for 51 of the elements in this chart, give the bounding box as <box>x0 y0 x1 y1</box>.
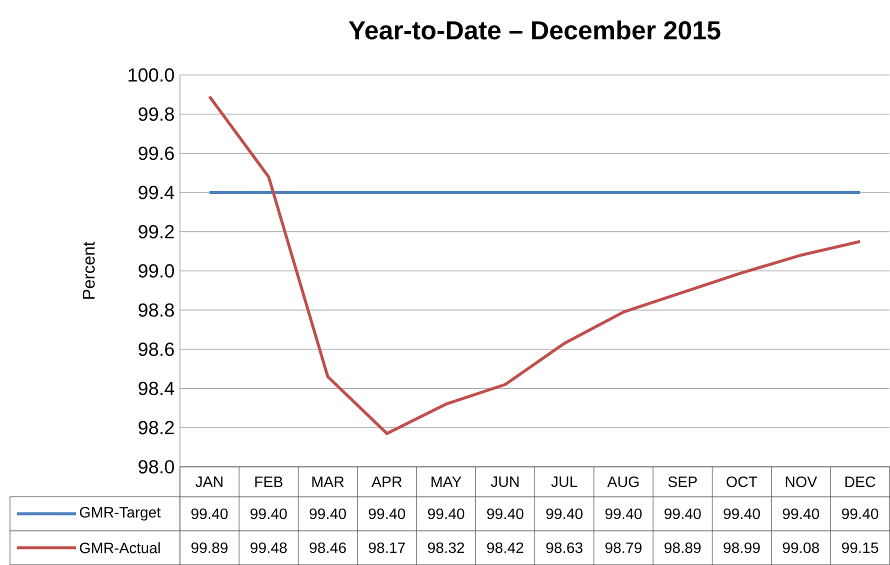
x-tick-label: OCT <box>726 476 758 488</box>
data-label: 98.89 <box>664 542 701 554</box>
data-label: 99.40 <box>782 508 820 520</box>
y-tick-label: 99.0 <box>138 264 174 278</box>
x-tick-label: SEP <box>668 476 697 488</box>
data-label: 99.40 <box>191 508 228 520</box>
data-label: 98.42 <box>487 542 524 554</box>
y-axis-title: Percent <box>82 242 95 299</box>
data-label: 99.89 <box>191 542 228 554</box>
y-tick-label: 99.4 <box>138 186 174 200</box>
data-label: 99.08 <box>782 542 819 554</box>
x-tick-label: AUG <box>607 476 639 488</box>
x-tick-label: MAR <box>312 476 344 487</box>
y-tick-label: 98.0 <box>138 460 174 474</box>
x-tick-label: JAN <box>196 476 222 487</box>
x-tick-label: JUL <box>551 476 578 487</box>
x-tick-label: FEB <box>255 476 282 487</box>
data-label: 98.46 <box>310 542 346 554</box>
x-tick-label: JUN <box>490 476 519 487</box>
data-label: 99.40 <box>250 508 287 520</box>
y-tick-label: 98.6 <box>138 342 174 356</box>
data-label: 99.40 <box>487 508 524 520</box>
data-label: 98.17 <box>368 542 405 554</box>
x-tick-label: NOV <box>786 476 818 488</box>
data-label: 99.40 <box>605 508 642 520</box>
x-tick-label: DEC <box>845 476 876 488</box>
data-label: 98.99 <box>724 542 760 554</box>
data-label: 98.32 <box>428 542 464 554</box>
data-label: 99.40 <box>428 508 464 520</box>
data-label: 99.40 <box>842 508 878 520</box>
data-label: 99.48 <box>250 542 287 554</box>
x-tick-label: APR <box>372 476 402 487</box>
data-label: 99.40 <box>368 508 406 520</box>
data-label: 99.40 <box>724 508 760 520</box>
y-tick-label: 99.8 <box>138 107 174 121</box>
data-label: 99.15 <box>842 542 878 554</box>
y-tick-label: 98.8 <box>138 303 174 317</box>
data-label: 99.40 <box>664 508 701 520</box>
data-label: 98.79 <box>605 542 642 554</box>
x-tick-label: MAY <box>432 476 462 487</box>
y-tick-label: 99.2 <box>138 224 174 238</box>
data-label: 99.40 <box>546 508 582 520</box>
y-tick-label: 98.2 <box>138 420 174 434</box>
y-tick-label: 99.6 <box>138 146 174 160</box>
y-tick-label: 98.4 <box>138 382 174 396</box>
y-tick-label: 100.0 <box>128 68 174 82</box>
chart-title: Year-to-Date – December 2015 <box>348 20 720 40</box>
legend-label: GMR-Actual <box>80 542 160 554</box>
legend-label: GMR-Target <box>80 506 161 521</box>
data-label: 99.40 <box>310 508 346 520</box>
data-label: 98.63 <box>546 542 582 554</box>
